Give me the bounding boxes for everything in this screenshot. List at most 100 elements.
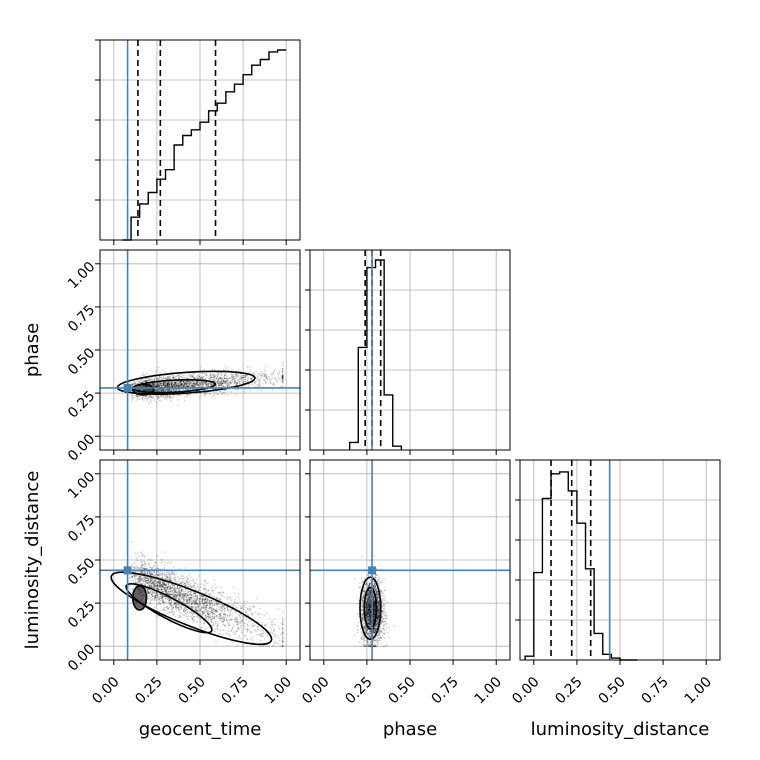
sample-point [239, 377, 241, 380]
sample-point [239, 616, 242, 618]
sample-point [167, 389, 169, 392]
sample-point [256, 372, 259, 375]
sample-point [217, 617, 219, 619]
sample-point [133, 562, 136, 564]
sample-point [233, 380, 236, 383]
sample-point [137, 567, 139, 570]
sample-point [203, 373, 206, 375]
sample-point [171, 374, 173, 376]
sample-point [214, 583, 217, 585]
sample-point [218, 632, 221, 635]
sample-point [263, 367, 266, 369]
sample-point [204, 384, 207, 386]
sample-point [256, 378, 259, 381]
sample-point [185, 615, 187, 617]
sample-point [193, 597, 195, 600]
sample-point [263, 375, 266, 377]
sample-point [155, 376, 158, 379]
sample-point [278, 370, 281, 373]
sample-point [149, 559, 151, 561]
sample-point [178, 385, 181, 388]
sample-point [263, 638, 266, 640]
sample-point [229, 613, 232, 615]
sample-point [136, 395, 138, 398]
sample-point [160, 561, 163, 564]
sample-point [254, 385, 257, 388]
sample-point [210, 376, 213, 379]
sample-point [275, 378, 278, 381]
sample-point [165, 384, 167, 386]
sample-point [130, 400, 133, 402]
sample-point [219, 384, 222, 386]
sample-point [262, 630, 264, 633]
sample-point [239, 607, 242, 609]
sample-point [164, 606, 166, 609]
sample-point [132, 384, 134, 386]
sample-point [224, 368, 227, 371]
sample-point [219, 377, 222, 380]
sample-point [221, 384, 223, 387]
sample-point [271, 626, 274, 629]
sample-point [148, 604, 150, 606]
sample-point [131, 562, 133, 565]
sample-point [188, 393, 190, 396]
sample-point [281, 634, 284, 636]
sample-point [194, 607, 197, 610]
sample-point [153, 384, 156, 387]
sample-point [158, 378, 161, 380]
sample-point [156, 615, 158, 617]
sample-point [277, 375, 279, 377]
sample-point [143, 374, 146, 376]
sample-point [270, 381, 272, 384]
sample-point [191, 376, 194, 379]
sample-point [204, 608, 207, 611]
sample-point [268, 645, 270, 648]
sample-point [181, 579, 184, 581]
sample-point [162, 599, 164, 601]
sample-point [156, 377, 158, 380]
sample-point [160, 382, 162, 385]
sample-point [231, 611, 233, 613]
sample-point [167, 573, 170, 576]
sample-point [253, 381, 256, 383]
sample-point [186, 385, 188, 387]
sample-point [235, 606, 238, 609]
sample-point [217, 384, 220, 387]
density-contour [131, 383, 155, 396]
sample-point [281, 379, 284, 381]
sample-point [214, 628, 217, 630]
sample-point [132, 396, 135, 398]
sample-point [196, 376, 199, 379]
sample-point [156, 592, 159, 594]
sample-point [135, 557, 137, 560]
sample-point [186, 608, 189, 611]
sample-point [163, 381, 166, 384]
sample-point [159, 376, 162, 379]
sample-point [278, 628, 281, 630]
sample-point [227, 367, 229, 369]
x-tick-label: 1.00 [682, 674, 715, 707]
sample-point [167, 585, 170, 588]
sample-point [147, 380, 149, 382]
sample-point [173, 376, 176, 378]
sample-point [211, 374, 214, 376]
sample-point [144, 563, 146, 565]
sample-point [157, 585, 159, 588]
sample-point [273, 370, 276, 372]
sample-point [201, 381, 204, 384]
sample-point [230, 381, 233, 384]
sample-point [176, 380, 178, 383]
sample-point [231, 626, 234, 629]
sample-point [163, 396, 165, 399]
sample-point [222, 381, 225, 384]
sample-point [210, 396, 213, 398]
sample-point [174, 574, 176, 577]
sample-point [164, 597, 167, 600]
sample-point [265, 612, 268, 615]
sample-point [155, 369, 158, 371]
sample-point [222, 617, 224, 620]
sample-point [212, 374, 215, 376]
sample-point [200, 365, 202, 368]
sample-point [238, 597, 241, 600]
sample-point [200, 618, 203, 620]
